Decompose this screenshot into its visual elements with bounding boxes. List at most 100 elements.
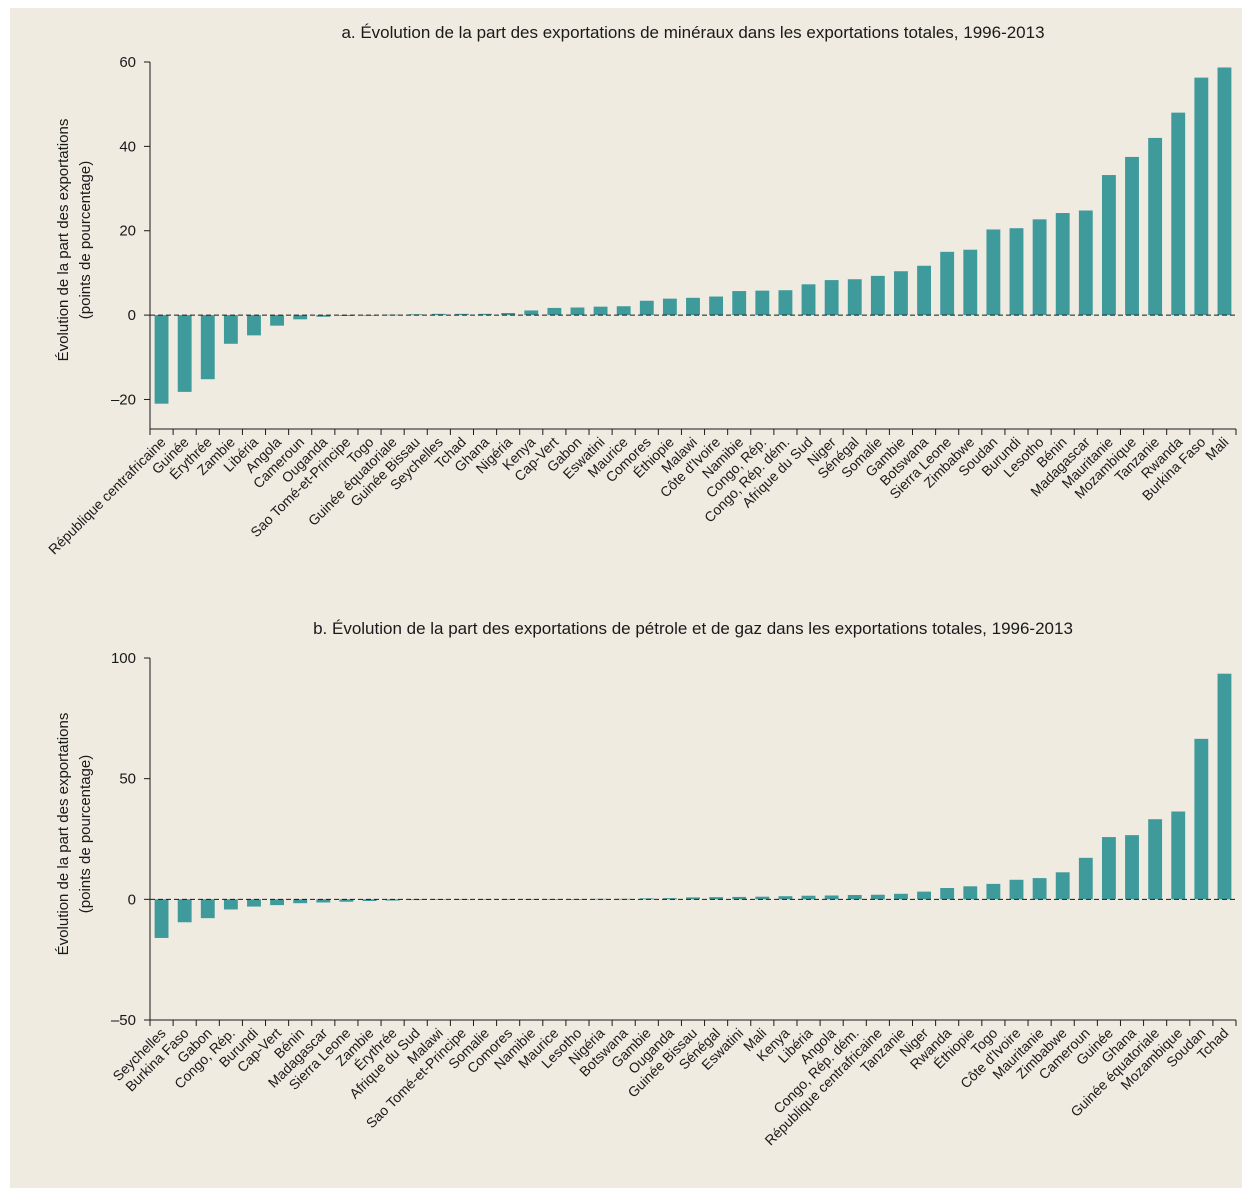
bar: [524, 899, 539, 900]
bar: [801, 895, 816, 900]
bar: [455, 313, 469, 316]
bar: [1194, 77, 1209, 316]
bar: [339, 899, 354, 902]
bar: [847, 279, 862, 316]
bar: [1055, 213, 1070, 316]
bar: [1009, 879, 1024, 900]
y-axis-label: (points de pourcentage): [77, 755, 94, 913]
bar: [894, 893, 908, 900]
bar: [247, 899, 261, 907]
y-axis-label: Évolution de la part des exportations: [55, 119, 72, 362]
bar: [524, 310, 539, 316]
bar: [478, 313, 492, 316]
bar: [986, 883, 1001, 900]
bar: [1217, 67, 1232, 316]
bar: [478, 899, 492, 900]
x-tick-label: Mali: [1202, 434, 1231, 463]
bar: [270, 899, 285, 906]
bar: [1171, 811, 1186, 900]
bar: [870, 894, 885, 900]
y-axis-label: (points de pourcentage): [77, 161, 94, 319]
panel-a: a. Évolution de la part des exportations…: [45, 23, 1237, 558]
bar: [616, 306, 631, 316]
bar: [1101, 175, 1116, 316]
bar: [824, 280, 839, 316]
bar: [431, 313, 446, 316]
bar: [247, 315, 261, 336]
bar: [686, 897, 700, 900]
bar: [847, 894, 862, 900]
bar: [963, 886, 978, 900]
bar: [1009, 228, 1024, 316]
bar: [1101, 837, 1116, 900]
bar: [755, 896, 770, 900]
bar: [686, 297, 700, 316]
bar: [570, 307, 585, 316]
bar: [316, 315, 331, 317]
bar: [316, 899, 331, 903]
bar: [455, 899, 469, 900]
bar: [662, 298, 677, 316]
bar: [154, 899, 169, 938]
bar: [963, 249, 978, 316]
bar: [940, 887, 955, 900]
bar: [1125, 835, 1139, 900]
bar: [986, 229, 1001, 316]
bar: [547, 307, 562, 316]
bar: [778, 896, 793, 900]
bar: [200, 899, 215, 919]
y-tick-label: –50: [111, 1012, 136, 1029]
x-tick-label: République centrafricaine: [45, 434, 169, 558]
bar: [940, 251, 955, 316]
y-tick-label: 0: [128, 891, 136, 908]
bar: [1125, 156, 1139, 316]
bar: [385, 899, 400, 901]
bar: [293, 315, 308, 320]
bar: [1217, 673, 1232, 900]
bar: [154, 315, 169, 404]
bar: [824, 895, 839, 900]
y-tick-label: 50: [119, 771, 136, 788]
chart-figure: a. Évolution de la part des exportations…: [10, 8, 1242, 1188]
bar: [709, 296, 724, 316]
bar: [223, 315, 238, 344]
bar: [223, 899, 238, 910]
chart-canvas: a. Évolution de la part des exportations…: [45, 23, 1237, 1148]
bar: [732, 896, 747, 900]
bar: [801, 284, 816, 316]
bar: [778, 290, 793, 316]
y-axis-label: Évolution de la part des exportations: [55, 713, 72, 956]
bar: [1148, 137, 1163, 316]
bar: [755, 290, 770, 316]
bar: [917, 265, 931, 316]
bar: [870, 275, 885, 316]
bar: [1078, 210, 1093, 316]
y-tick-label: 0: [128, 307, 136, 324]
bar: [593, 306, 608, 316]
bar: [177, 315, 192, 392]
y-tick-label: 100: [111, 650, 136, 667]
bar: [200, 315, 215, 380]
y-tick-label: –20: [111, 391, 136, 408]
bar: [1078, 857, 1093, 900]
bar: [1055, 872, 1070, 900]
panel-b: b. Évolution de la part des exportations…: [55, 619, 1237, 1148]
y-tick-label: 40: [119, 138, 136, 155]
bar: [501, 899, 516, 900]
bar: [639, 300, 654, 316]
bar: [1194, 738, 1209, 900]
bar: [270, 315, 285, 326]
bar: [1032, 219, 1047, 316]
bar: [501, 312, 516, 316]
bar: [1032, 878, 1047, 900]
bar: [362, 899, 377, 902]
bar: [293, 899, 308, 904]
bar: [894, 271, 908, 316]
bar: [709, 897, 724, 900]
chart-title: a. Évolution de la part des exportations…: [341, 23, 1044, 42]
bar: [1171, 112, 1186, 316]
bar: [662, 898, 677, 900]
y-tick-label: 20: [119, 223, 136, 240]
bar: [177, 899, 192, 923]
chart-title: b. Évolution de la part des exportations…: [313, 619, 1073, 638]
